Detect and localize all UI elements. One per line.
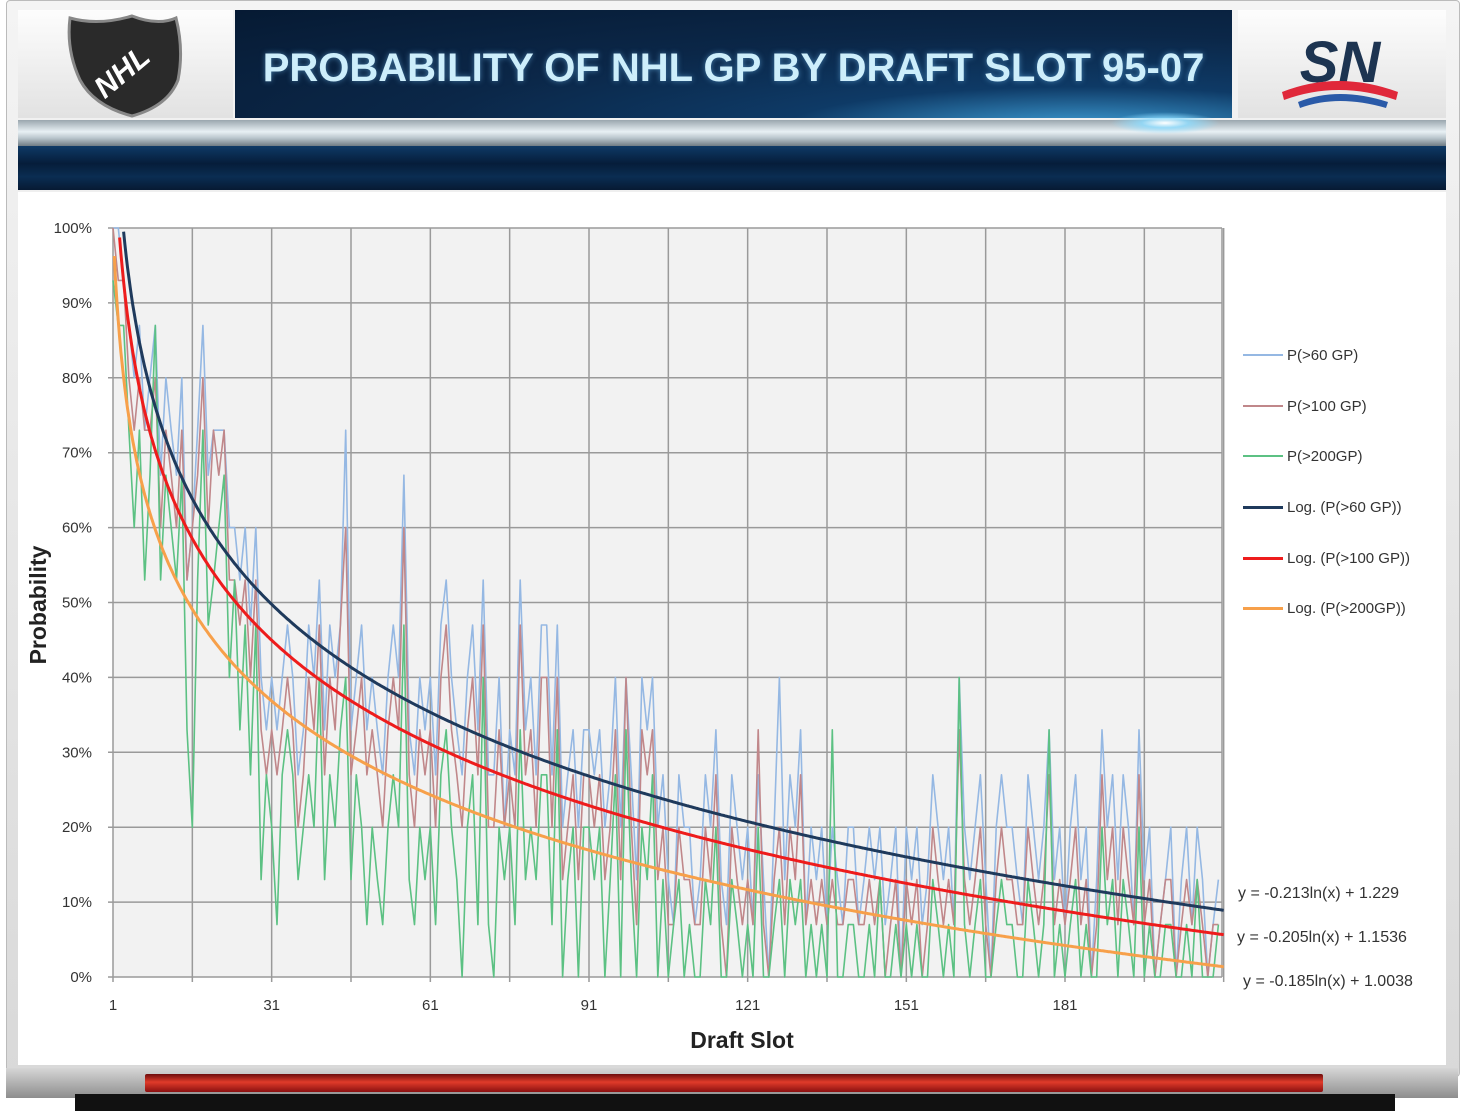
y-tick-label: 40% [62,669,92,686]
legend-label: Log. (P(>200GP)) [1287,599,1406,617]
legend-item-log-p60: Log. (P(>60 GP)) [1243,497,1402,517]
legend-item-p200: P(>200GP) [1243,446,1362,466]
legend-swatch [1243,405,1283,407]
series-line-2 [112,280,1220,978]
y-tick-label: 90% [62,295,92,312]
y-tick-label: 70% [62,445,92,462]
chart-title: PROBABILITY OF NHL GP BY DRAFT SLOT 95-0… [262,46,1205,90]
series-line-1 [112,227,1219,978]
y-axis-title: Probability [25,545,51,664]
legend-label: P(>200GP) [1287,447,1363,465]
trend-equation-p60: y = -0.213ln(x) + 1.229 [1238,885,1399,902]
legend-label: Log. (P(>60 GP)) [1287,498,1402,516]
x-tick-label: 61 [422,997,439,1014]
sn-logo-box: SN [1238,10,1446,118]
x-tick-label: 91 [581,997,598,1014]
y-tick-label: 100% [54,220,92,237]
y-tick-label: 30% [62,744,92,761]
x-tick-label: 151 [894,997,919,1014]
trendline-1 [118,237,1224,937]
title-banner: PROBABILITY OF NHL GP BY DRAFT SLOT 95-0… [235,10,1232,118]
light-glow [1110,112,1220,134]
legend-label: P(>100 GP) [1287,397,1367,415]
legend-item-log-p100: Log. (P(>100 GP)) [1243,548,1410,568]
y-tick-label: 60% [62,520,92,537]
legend-label: P(>60 GP) [1287,346,1359,364]
y-tick-label: 10% [62,894,92,911]
trend-equation-p200: y = -0.185ln(x) + 1.0038 [1243,973,1413,990]
axis-tick-labels: 0% 10% 20% 30% 40% 50% 60% 70% 80% 90% 100% 1 31 61 91… [54,220,1078,1014]
trendlines [112,231,1224,969]
bottom-base [75,1094,1395,1111]
legend-swatch [1243,556,1283,560]
legend-swatch [1243,505,1283,509]
trendline-0 [122,231,1224,912]
x-tick-label: 1 [109,997,117,1014]
sportsnet-logo-icon: SN [1282,30,1398,108]
legend-item-p60: P(>60 GP) [1243,345,1358,365]
nhl-shield-icon: NHL [67,14,183,118]
x-tick-label: 31 [263,997,280,1014]
y-tick-label: 50% [62,595,92,612]
y-tick-label: 80% [62,370,92,387]
legend-swatch [1243,354,1283,356]
x-tick-label: 181 [1052,997,1077,1014]
nhl-logo-box: NHL [18,10,233,118]
trendline-2 [112,256,1224,969]
legend-item-p100: P(>100 GP) [1243,396,1367,416]
legend-item-log-p200: Log. (P(>200GP)) [1243,598,1406,618]
trend-equation-p100: y = -0.205ln(x) + 1.1536 [1237,929,1407,946]
bottom-red-stripe [145,1074,1323,1092]
legend-swatch [1243,606,1283,610]
blue-band [18,146,1446,190]
y-tick-label: 20% [62,819,92,836]
legend-swatch [1243,455,1283,457]
legend-label: Log. (P(>100 GP)) [1287,549,1410,567]
x-axis-title: Draft Slot [690,1027,794,1053]
y-tick-label: 0% [70,969,92,986]
x-tick-label: 121 [735,997,760,1014]
